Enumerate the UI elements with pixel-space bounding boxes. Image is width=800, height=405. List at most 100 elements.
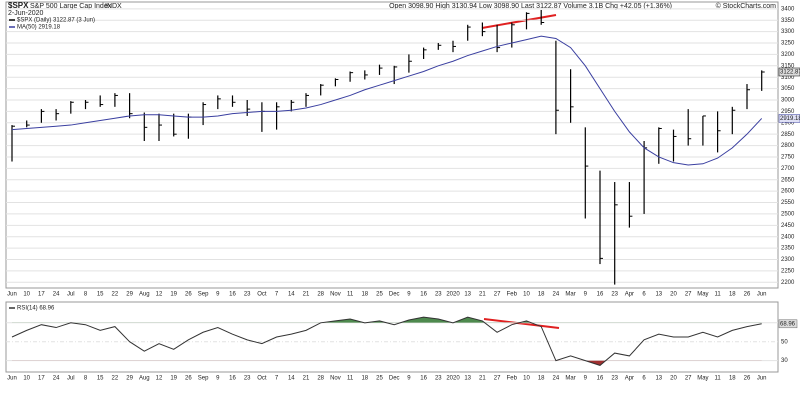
x-tick-label: 20 [670,376,677,382]
x-tick-label: 11 [347,292,354,298]
y-tick-label: 3000 [781,98,795,104]
x-tick-label: 23 [244,376,251,382]
overbought-fill [320,317,532,323]
exchange: INDX [105,3,122,10]
y-tick-label: 3250 [781,41,795,47]
y-tick-label: 2200 [781,280,795,286]
x-tick-label: Oct [257,292,267,298]
x-tick-label: 11 [714,292,721,298]
x-tick-label: 9 [216,376,220,382]
x-tick-label: 9 [407,376,411,382]
x-tick-label: 15 [97,376,104,382]
x-tick-label: 23 [435,292,442,298]
x-tick-label: 24 [553,376,560,382]
quote: Open 3098.90 High 3130.94 Low 3098.90 La… [389,3,672,10]
x-tick-label: 22 [112,376,119,382]
rsi-line [11,316,762,366]
x-tick-label: 18 [361,292,368,298]
rsi-panel [5,301,779,373]
x-tick-label: Nov [330,292,341,298]
y-tick-label: 2750 [781,155,795,161]
x-tick-label: Mar [565,292,575,298]
x-tick-label: 15 [97,292,104,298]
x-tick-label: Jul [67,376,75,382]
x-tick-label: 29 [126,376,133,382]
x-tick-label: Sep [198,292,209,298]
last-value-label: 3122.87 [780,70,800,76]
x-tick-label: 18 [729,292,736,298]
x-tick-label: 17 [38,292,45,298]
credit: © StockCharts.com [716,2,777,10]
last-value-label: 68.96 [780,321,796,327]
x-tick-label: Dec [389,376,400,382]
y-tick-label: 2450 [781,223,795,229]
x-tick-label: 13 [655,376,662,382]
x-tick-label: 9 [584,292,588,298]
x-tick-label: 19 [170,292,177,298]
x-tick-label: 8 [84,292,88,298]
x-tick-label: 16 [229,292,236,298]
x-tick-label: Jun [757,292,767,298]
x-tick-label: 13 [464,376,471,382]
x-tick-label: 11 [347,376,354,382]
x-tick-label: 9 [407,292,411,298]
y-tick-label: 3400 [781,6,795,12]
y-tick-label: 3200 [781,52,795,58]
x-tick-label: Jul [67,292,75,298]
y-tick-label: 2800 [781,143,795,149]
symbol: $SPX [8,1,29,10]
last-value-label: 2919.18 [780,116,800,122]
x-tick-label: 27 [494,292,501,298]
x-tick-label: Apr [625,292,634,298]
x-tick-label: 16 [420,292,427,298]
y-tick-label: 3050 [781,86,795,92]
x-tick-label: 23 [244,292,251,298]
x-tick-label: Jun [757,376,767,382]
x-tick-label: 28 [317,292,324,298]
price-panel [5,1,779,289]
x-tick-label: 24 [53,292,60,298]
x-tick-label: 16 [229,376,236,382]
x-tick-label: 22 [112,292,119,298]
y-tick-label: 2500 [781,212,795,218]
y-tick-label: 3150 [781,63,795,69]
x-tick-label: 7 [275,376,279,382]
x-tick-label: 16 [597,376,604,382]
x-tick-label: 10 [23,292,30,298]
x-tick-label: 7 [275,292,279,298]
divergence-line [481,14,557,29]
y-tick-label: 2400 [781,234,795,240]
y-tick-label: 2850 [781,132,795,138]
x-tick-label: 23 [611,376,618,382]
x-tick-label: 10 [23,376,30,382]
x-tick-label: 11 [714,376,721,382]
x-tick-label: Mar [565,376,575,382]
x-tick-label: May [697,376,708,382]
x-tick-label: Feb [507,376,518,382]
x-tick-label: 14 [288,376,295,382]
x-tick-label: Aug [139,376,150,382]
x-tick-label: Oct [257,376,267,382]
x-tick-label: 27 [494,376,501,382]
x-tick-label: 13 [655,292,662,298]
x-tick-label: Nov [330,376,341,382]
date: 2-Jun-2020 [8,10,44,17]
y-tick-label: 2900 [781,120,795,126]
x-tick-label: 29 [126,292,133,298]
x-tick-label: 25 [376,292,383,298]
y-tick-label: 3350 [781,18,795,24]
x-tick-label: 21 [479,292,486,298]
x-tick-label: 8 [84,376,88,382]
y-tick-label: 2650 [781,177,795,183]
x-tick-label: 10 [523,292,530,298]
y-tick-label: 2700 [781,166,795,172]
x-tick-label: Jun [7,292,17,298]
x-tick-label: May [697,292,708,298]
x-tick-label: Sep [198,376,209,382]
x-tick-label: 23 [611,292,618,298]
x-tick-label: 21 [479,376,486,382]
x-tick-label: 23 [435,376,442,382]
x-tick-label: 24 [53,376,60,382]
legend-entry: MA(50) 2919.18 [17,25,61,31]
y-tick-label: 2300 [781,257,795,263]
